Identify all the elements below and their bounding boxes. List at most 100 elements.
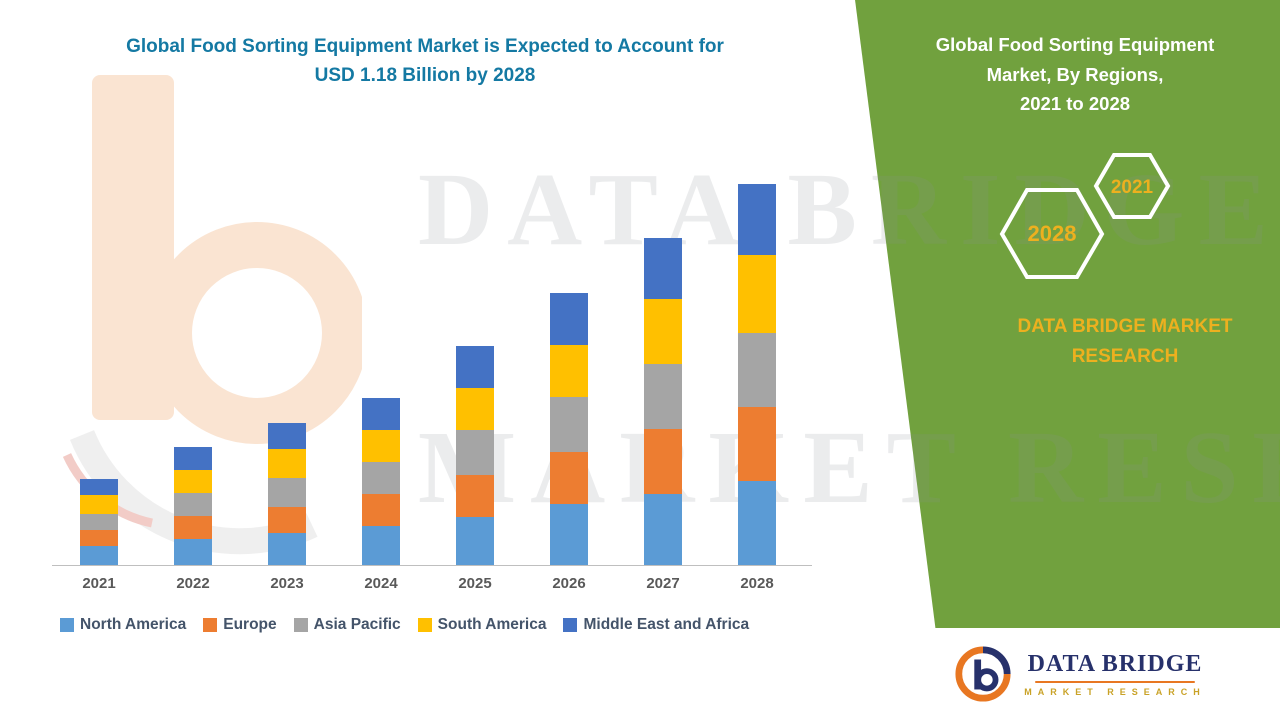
bar-segment-2028-middle-east-and-africa bbox=[738, 184, 776, 255]
bar-stack-2025 bbox=[456, 346, 494, 565]
bar-stack-2026 bbox=[550, 293, 588, 565]
legend-label: Middle East and Africa bbox=[583, 616, 750, 633]
legend-item-middle-east-and-africa: Middle East and Africa bbox=[563, 616, 749, 634]
chart-title: Global Food Sorting Equipment Market is … bbox=[30, 32, 820, 91]
bar-segment-2024-europe bbox=[362, 494, 400, 526]
x-axis-label-2027: 2027 bbox=[646, 575, 680, 592]
bar-segment-2027-asia-pacific bbox=[644, 364, 682, 429]
bar-segment-2027-middle-east-and-africa bbox=[644, 238, 682, 299]
legend-item-north-america: North America bbox=[60, 616, 186, 634]
logo-name: DATA BRIDGE bbox=[1027, 651, 1203, 677]
bar-stack-2024 bbox=[362, 398, 400, 565]
bar-segment-2027-europe bbox=[644, 429, 682, 494]
x-axis-labels: 2021 2022 2023 2024 2025 2026 2027 2028 bbox=[52, 575, 804, 592]
bar-segment-2023-europe bbox=[268, 507, 306, 533]
bar-column-2023 bbox=[240, 180, 334, 565]
hex-year-2028: 2028 bbox=[1028, 221, 1077, 246]
x-axis-label-2024: 2024 bbox=[364, 575, 398, 592]
logo-text: DATA BRIDGE MARKET RESEARCH bbox=[1024, 651, 1206, 697]
bar-segment-2022-europe bbox=[174, 516, 212, 539]
bar-segment-2028-south-america bbox=[738, 255, 776, 333]
panel-title-line2: Market, By Regions, bbox=[986, 63, 1164, 85]
brand-text-line1: DATA BRIDGE MARKET bbox=[1017, 316, 1233, 337]
bar-stack-2021 bbox=[80, 479, 118, 565]
bar-segment-2023-north-america bbox=[268, 533, 306, 565]
bar-column-2024 bbox=[334, 180, 428, 565]
bar-stack-2022 bbox=[174, 447, 212, 565]
data-bridge-logo-icon bbox=[955, 646, 1011, 702]
bar-segment-2028-north-america bbox=[738, 481, 776, 565]
chart-legend: North America Europe Asia Pacific South Ame… bbox=[60, 616, 840, 634]
chart-title-line2: USD 1.18 Billion by 2028 bbox=[314, 65, 536, 87]
year-hexagons: 2028 2021 bbox=[999, 153, 1171, 279]
bar-stack-2023 bbox=[268, 423, 306, 565]
bar-segment-2027-north-america bbox=[644, 494, 682, 565]
hexagon-2021-icon bbox=[1093, 153, 1171, 219]
bar-segment-2025-europe bbox=[456, 475, 494, 517]
bar-segment-2024-middle-east-and-africa bbox=[362, 398, 400, 430]
bar-segment-2028-asia-pacific bbox=[738, 333, 776, 407]
panel-title-line1: Global Food Sorting Equipment bbox=[935, 34, 1215, 55]
panel-title-line3: 2021 to 2028 bbox=[1019, 93, 1131, 115]
bar-segment-2022-north-america bbox=[174, 539, 212, 565]
bar-segment-2024-asia-pacific bbox=[362, 462, 400, 494]
bar-segment-2023-south-america bbox=[268, 449, 306, 478]
logo-underline bbox=[1034, 681, 1195, 683]
bar-column-2025 bbox=[428, 180, 522, 565]
legend-item-asia-pacific: Asia Pacific bbox=[293, 616, 401, 634]
bar-segment-2026-europe bbox=[550, 452, 588, 504]
x-axis-label-2025: 2025 bbox=[458, 575, 492, 592]
bar-segment-2025-asia-pacific bbox=[456, 430, 494, 475]
legend-swatch-icon bbox=[563, 618, 578, 632]
brand-text: DATA BRIDGE MARKET RESEARCH bbox=[960, 312, 1280, 373]
x-axis-line bbox=[52, 565, 812, 566]
legend-swatch-icon bbox=[417, 618, 432, 632]
legend-swatch-icon bbox=[60, 618, 74, 632]
bar-segment-2021-south-america bbox=[80, 495, 118, 514]
bar-column-2026 bbox=[522, 180, 616, 565]
x-axis-label-2023: 2023 bbox=[270, 575, 304, 592]
x-axis-label-2026: 2026 bbox=[552, 575, 586, 592]
hex-year-2021: 2021 bbox=[1111, 177, 1154, 198]
legend-label: Asia Pacific bbox=[313, 616, 401, 633]
bar-segment-2022-middle-east-and-africa bbox=[174, 447, 212, 470]
data-bridge-logo-box: DATA BRIDGE MARKET RESEARCH bbox=[880, 628, 1280, 720]
x-axis-label-2022: 2022 bbox=[176, 575, 210, 592]
chart-title-line1: Global Food Sorting Equipment Market is … bbox=[126, 36, 724, 57]
bar-segment-2025-middle-east-and-africa bbox=[456, 346, 494, 388]
bar-segment-2022-asia-pacific bbox=[174, 493, 212, 516]
brand-text-line2: RESEARCH bbox=[1071, 346, 1179, 368]
bar-segment-2026-middle-east-and-africa bbox=[550, 293, 588, 345]
bar-segment-2025-north-america bbox=[456, 517, 494, 565]
x-axis-label-2021: 2021 bbox=[82, 575, 116, 592]
bar-segment-2021-middle-east-and-africa bbox=[80, 479, 118, 495]
bar-segment-2023-asia-pacific bbox=[268, 478, 306, 507]
bar-segment-2021-asia-pacific bbox=[80, 514, 118, 530]
legend-swatch-icon bbox=[293, 618, 308, 632]
bar-stack-2027 bbox=[644, 238, 682, 565]
bar-segment-2022-south-america bbox=[174, 470, 212, 493]
stacked-bar-chart bbox=[52, 180, 804, 565]
panel-title: Global Food Sorting Equipment Market, By… bbox=[905, 30, 1245, 119]
bar-segment-2027-south-america bbox=[644, 299, 682, 364]
bar-column-2021 bbox=[52, 180, 146, 565]
bar-segment-2024-south-america bbox=[362, 430, 400, 462]
bar-segment-2021-north-america bbox=[80, 546, 118, 565]
bar-segment-2026-north-america bbox=[550, 504, 588, 565]
bar-segment-2023-middle-east-and-africa bbox=[268, 423, 306, 449]
legend-label: Europe bbox=[223, 616, 277, 633]
legend-label: South America bbox=[437, 616, 547, 633]
bar-stack-2028 bbox=[738, 184, 776, 565]
bar-column-2027 bbox=[616, 180, 710, 565]
bar-column-2022 bbox=[146, 180, 240, 565]
bars-row bbox=[52, 180, 804, 565]
bar-segment-2028-europe bbox=[738, 407, 776, 481]
x-axis-label-2028: 2028 bbox=[740, 575, 774, 592]
bar-segment-2025-south-america bbox=[456, 388, 494, 430]
bar-column-2028 bbox=[710, 180, 804, 565]
bar-segment-2021-europe bbox=[80, 530, 118, 546]
logo-tagline: MARKET RESEARCH bbox=[1024, 687, 1206, 697]
legend-swatch-icon bbox=[203, 618, 218, 632]
bar-segment-2026-asia-pacific bbox=[550, 397, 588, 452]
